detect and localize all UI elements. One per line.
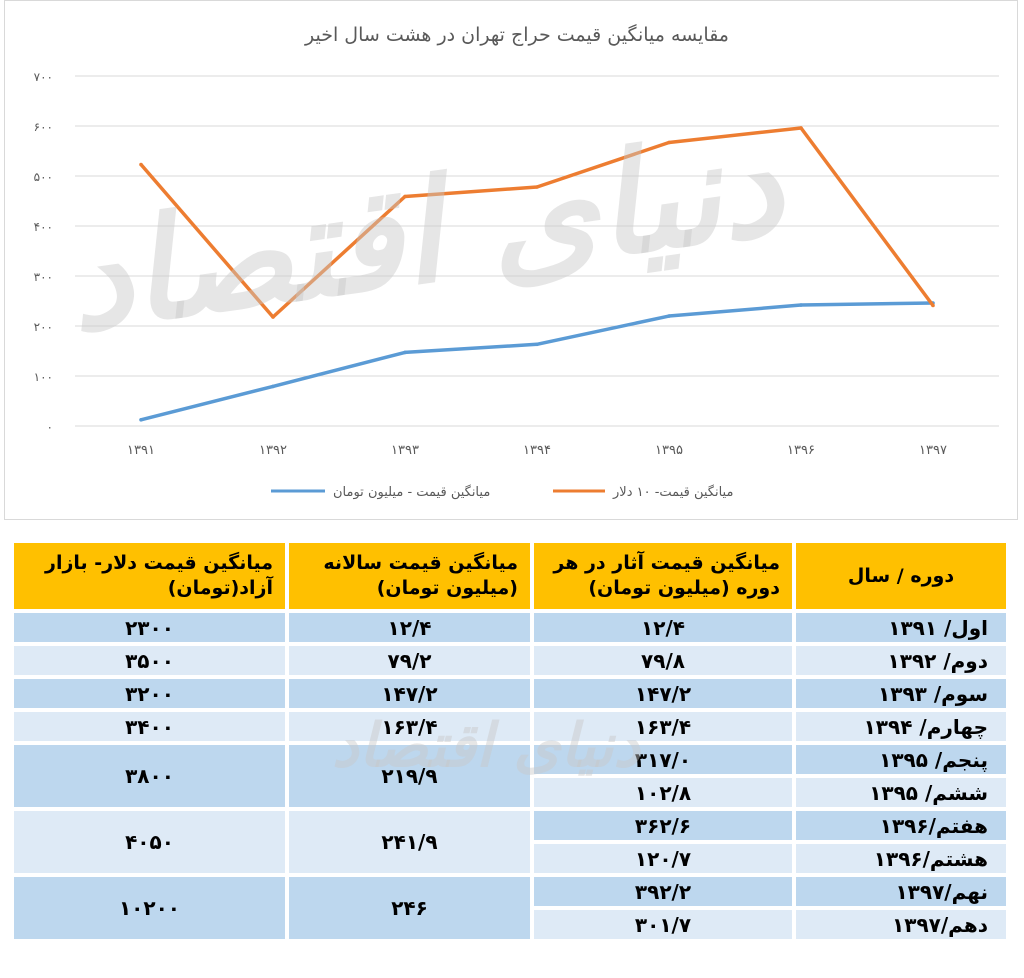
cell-period: هشتم/۱۳۹۶ [794,842,1008,875]
table-row: پنجم/ ۱۳۹۵ ۳۱۷/۰ ۲۱۹/۹ ۳۸۰۰ [12,743,1008,809]
data-point [403,194,407,199]
cell-annual-average: ۱۴۷/۲ [287,677,532,710]
price-table: دوره / سال میانگین قیمت آثار در هر دوره … [12,541,1008,941]
x-tick-label: ۱۳۹۴ [523,443,551,458]
chart-title: مقایسه میانگین قیمت حراج تهران در هشت سا… [304,23,729,46]
cell-annual-average: ۲۴۶ [287,875,532,941]
table-row: دهم/۱۳۹۷ ۳۰۱/۷ [12,908,1008,941]
data-point [535,185,539,189]
cell-dollar-price: ۲۳۰۰ [12,611,287,644]
cell-auction-average: ۱۲۰/۷ [532,842,794,875]
cell-annual-average: ۷۹/۲ [287,644,532,677]
table-row: چهارم/ ۱۳۹۴ ۱۶۳/۴ ۱۶۳/۴ ۳۴۰۰ [12,710,1008,743]
cell-period: سوم/ ۱۳۹۳ [794,677,1008,710]
cell-dollar-price: ۳۲۰۰ [12,677,287,710]
cell-auction-average: ۳۹۲/۲ [532,875,794,908]
data-point [931,303,935,308]
cell-auction-average: ۱۰۲/۸ [532,776,794,809]
data-point [667,140,671,145]
y-tick-label: ۶۰۰ [34,120,53,134]
cell-dollar-price: ۳۵۰۰ [12,644,287,677]
header-dollar-price: میانگین قیمت دلار- بازار آزاد(تومان) [12,541,287,611]
cell-annual-average: ۲۴۱/۹ [287,809,532,875]
table-row: نهم/۱۳۹۷ ۳۹۲/۲ ۲۴۶ ۱۰۲۰۰ [12,875,1008,941]
data-point [799,303,803,307]
table-row: دوم/ ۱۳۹۲ ۷۹/۸ ۷۹/۲ ۳۵۰۰ [12,644,1008,677]
cell-annual-average: ۲۱۹/۹ [287,743,532,809]
data-point [403,350,407,355]
grid-lines [75,75,999,427]
data-point [535,342,539,347]
y-tick-label: ۵۰۰ [34,170,53,184]
table-row: اول/ ۱۳۹۱ ۱۲/۴ ۱۲/۴ ۲۳۰۰ [12,611,1008,644]
x-tick-label: ۱۳۹۷ [919,443,947,458]
cell-dollar-price: ۴۰۵۰ [12,809,287,875]
y-tick-label: ۳۰۰ [34,270,53,284]
data-point [139,418,143,422]
y-tick-label: ۱۰۰ [34,370,53,384]
cell-period: هفتم/۱۳۹۶ [794,809,1008,842]
table-row: ششم/ ۱۳۹۵ ۱۰۲/۸ [12,776,1008,809]
table-row: هشتم/۱۳۹۶ ۱۲۰/۷ [12,842,1008,875]
table-row: هفتم/۱۳۹۶ ۳۶۲/۶ ۲۴۱/۹ ۴۰۵۰ [12,809,1008,875]
y-tick-label: ۷۰۰ [34,70,53,84]
table-row: سوم/ ۱۳۹۳ ۱۴۷/۲ ۱۴۷/۲ ۳۲۰۰ [12,677,1008,710]
chart-panel: مقایسه میانگین قیمت حراج تهران در هشت سا… [4,0,1018,520]
cell-annual-average: ۱۶۳/۴ [287,710,532,743]
series-line-toman [140,301,934,422]
cell-auction-average: ۳۶۲/۶ [532,809,794,842]
data-point [271,384,275,389]
header-auction-average: میانگین قیمت آثار در هر دوره (میلیون توم… [532,541,794,611]
y-tick-label: ۴۰۰ [34,220,53,234]
table-header-row: دوره / سال میانگین قیمت آثار در هر دوره … [12,541,1008,611]
cell-period: چهارم/ ۱۳۹۴ [794,710,1008,743]
cell-annual-average: ۱۲/۴ [287,611,532,644]
cell-period: دوم/ ۱۳۹۲ [794,644,1008,677]
cell-dollar-price: ۳۴۰۰ [12,710,287,743]
header-period: دوره / سال [794,541,1008,611]
data-point [139,162,143,167]
x-tick-label: ۱۳۹۵ [655,443,683,458]
header-annual-average: میانگین قیمت سالانه (میلیون تومان) [287,541,532,611]
cell-auction-average: ۷۹/۸ [532,644,794,677]
series-lines [139,126,935,422]
cell-period: ششم/ ۱۳۹۵ [794,776,1008,809]
x-tick-label: ۱۳۹۲ [259,443,287,458]
data-point [271,315,275,319]
cell-dollar-price: ۳۸۰۰ [12,743,287,809]
x-tick-label: ۱۳۹۶ [787,443,815,458]
y-axis-ticks: ۰ ۱۰۰ ۲۰۰ ۳۰۰ ۴۰۰ ۵۰۰ ۶۰۰ ۷۰۰ [34,70,53,434]
cell-auction-average: ۳۱۷/۰ [532,743,794,776]
data-point [667,314,671,318]
legend-label-dollar: میانگین قیمت- ۱۰ دلار [612,484,733,500]
cell-period: پنجم/ ۱۳۹۵ [794,743,1008,776]
legend: میانگین قیمت - میلیون تومان میانگین قیمت… [271,484,733,500]
cell-dollar-price: ۱۰۲۰۰ [12,875,287,941]
cell-auction-average: ۳۰۱/۷ [532,908,794,941]
x-tick-label: ۱۳۹۱ [127,443,155,458]
data-point [799,126,803,130]
cell-period: دهم/۱۳۹۷ [794,908,1008,941]
cell-period: نهم/۱۳۹۷ [794,875,1008,908]
legend-label-toman: میانگین قیمت - میلیون تومان [333,484,490,500]
y-tick-label: ۲۰۰ [34,320,53,334]
line-chart: مقایسه میانگین قیمت حراج تهران در هشت سا… [34,23,999,500]
y-tick-label: ۰ [47,420,53,434]
cell-period: اول/ ۱۳۹۱ [794,611,1008,644]
x-tick-label: ۱۳۹۳ [391,443,419,458]
cell-auction-average: ۱۶۳/۴ [532,710,794,743]
x-axis-ticks: ۱۳۹۱ ۱۳۹۲ ۱۳۹۳ ۱۳۹۴ ۱۳۹۵ ۱۳۹۶ ۱۳۹۷ [127,443,947,458]
price-table-wrapper: دوره / سال میانگین قیمت آثار در هر دوره … [12,541,1008,941]
cell-auction-average: ۱۴۷/۲ [532,677,794,710]
cell-auction-average: ۱۲/۴ [532,611,794,644]
series-line-dollar [139,126,935,319]
